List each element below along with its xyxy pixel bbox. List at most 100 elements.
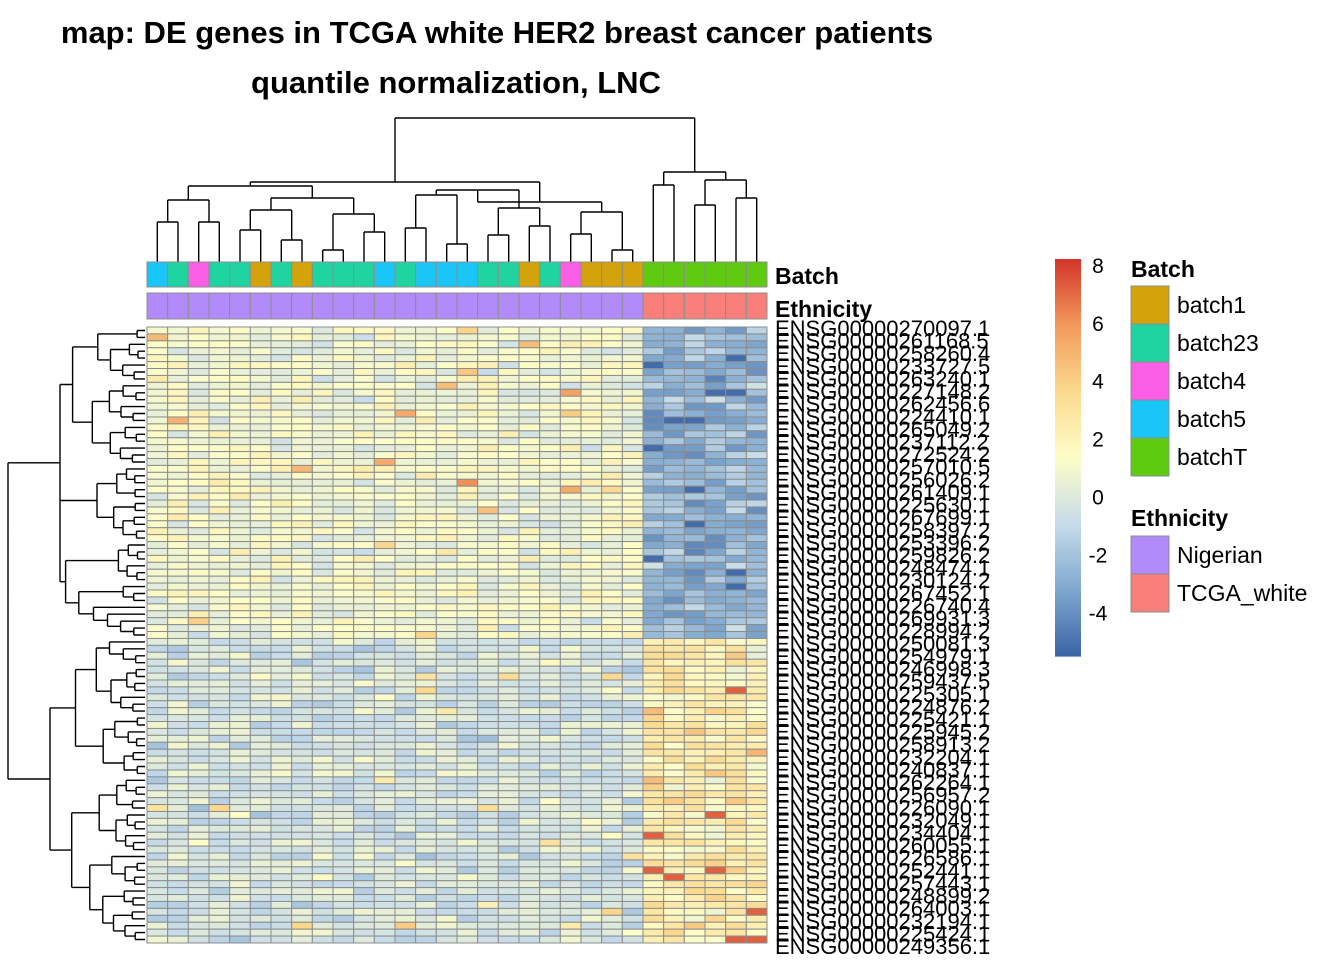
heatmap-cell xyxy=(415,727,437,736)
heatmap-cell xyxy=(477,776,499,785)
heatmap-cell xyxy=(394,700,417,709)
heatmap-cell xyxy=(270,368,293,376)
heatmap-cell xyxy=(518,783,541,792)
batch-annotation-cell xyxy=(601,261,623,288)
heatmap-cell xyxy=(683,617,706,626)
heatmap-cell xyxy=(146,866,169,875)
heatmap-cell xyxy=(146,810,169,819)
heatmap-cell xyxy=(187,637,210,646)
heatmap-cell xyxy=(311,444,334,453)
heatmap-cell xyxy=(291,748,313,757)
legend-item-label: TCGA_white xyxy=(1177,580,1307,606)
heatmap-cell xyxy=(683,603,706,612)
heatmap-cell xyxy=(580,790,603,799)
heatmap-cell xyxy=(187,845,210,854)
heatmap-cell xyxy=(394,368,417,376)
heatmap-cell xyxy=(621,610,644,619)
heatmap-cell xyxy=(167,734,189,743)
heatmap-cell xyxy=(332,665,355,674)
heatmap-cell xyxy=(621,368,644,376)
heatmap-cell xyxy=(497,416,520,425)
row-label: ENSG00000262264.1 xyxy=(775,770,990,795)
heatmap-cell xyxy=(477,527,499,536)
heatmap-cell xyxy=(518,485,541,494)
heatmap-cell xyxy=(353,617,375,626)
heatmap-cell xyxy=(208,354,231,363)
heatmap-cell xyxy=(642,430,665,439)
heatmap-cell xyxy=(187,402,210,411)
heatmap-cell xyxy=(332,506,355,515)
heatmap-cell xyxy=(394,589,417,598)
heatmap-cell xyxy=(208,444,231,453)
heatmap-cell xyxy=(311,831,334,840)
heatmap-cell xyxy=(456,388,479,397)
color-scale-segment xyxy=(1055,639,1081,644)
heatmap-cell xyxy=(621,596,644,605)
heatmap-cell xyxy=(683,568,706,577)
heatmap-cell xyxy=(477,631,499,639)
row-label: ENSG00000252441.1 xyxy=(775,858,990,883)
heatmap-cell xyxy=(332,783,355,792)
heatmap-cell xyxy=(663,797,685,806)
color-scale-segment xyxy=(1055,487,1081,492)
heatmap-cell xyxy=(477,485,499,494)
heatmap-cell xyxy=(539,797,561,806)
heatmap-cell xyxy=(663,458,685,466)
heatmap-cell xyxy=(477,547,499,556)
heatmap-cell xyxy=(311,907,334,916)
heatmap-cell xyxy=(373,741,396,750)
heatmap-cell xyxy=(394,914,417,923)
heatmap-cell xyxy=(683,409,706,418)
color-scale-segment xyxy=(1055,533,1081,538)
heatmap-cell xyxy=(601,575,623,584)
heatmap-cell xyxy=(477,423,499,432)
heatmap-cell xyxy=(663,658,685,667)
heatmap-cell xyxy=(146,340,169,349)
heatmap-cell xyxy=(291,914,313,923)
heatmap-cell xyxy=(353,541,375,549)
heatmap-cell xyxy=(208,610,231,619)
heatmap-cell xyxy=(394,769,417,778)
heatmap-cell xyxy=(229,506,251,515)
heatmap-cell xyxy=(332,395,355,404)
heatmap-cell xyxy=(435,693,458,702)
heatmap-cell xyxy=(539,707,561,716)
heatmap-cell xyxy=(745,485,768,494)
heatmap-cell xyxy=(187,624,210,633)
heatmap-cell xyxy=(642,852,665,861)
heatmap-cell xyxy=(435,485,458,494)
heatmap-cell xyxy=(704,464,727,473)
heatmap-cell xyxy=(435,727,458,736)
heatmap-cell xyxy=(559,499,582,508)
row-label: ENSG00000260055.1 xyxy=(775,833,990,858)
heatmap-cell xyxy=(167,589,189,598)
ethnicity-annotation-cell xyxy=(291,292,313,320)
heatmap-cell xyxy=(497,381,520,390)
heatmap-cell xyxy=(415,651,437,660)
color-scale-segment xyxy=(1055,599,1081,604)
heatmap-cell xyxy=(477,610,499,619)
heatmap-cell xyxy=(621,748,644,757)
heatmap-cell xyxy=(456,444,479,453)
heatmap-cell xyxy=(704,416,727,425)
heatmap-cell xyxy=(208,880,231,889)
heatmap-cell xyxy=(208,859,231,868)
heatmap-cell xyxy=(291,409,313,418)
ethnicity-annotation-cell xyxy=(683,292,706,320)
row-label: ENSG00000269931.3 xyxy=(775,606,990,631)
heatmap-cell xyxy=(167,790,189,799)
heatmap-cell xyxy=(291,610,313,619)
heatmap-cell xyxy=(229,388,251,397)
row-labels: ENSG00000270097.1ENSG00000261168.5ENSG00… xyxy=(775,316,990,959)
heatmap-cell xyxy=(311,395,334,404)
heatmap-cell xyxy=(394,388,417,397)
color-scale-segment xyxy=(1055,513,1081,518)
heatmap-cell xyxy=(415,783,437,792)
heatmap-cell xyxy=(311,437,334,446)
heatmap-cell xyxy=(580,575,603,584)
heatmap-cell xyxy=(167,824,189,833)
heatmap-cell xyxy=(187,568,210,577)
heatmap-cell xyxy=(601,845,623,854)
heatmap-cell xyxy=(353,921,375,930)
